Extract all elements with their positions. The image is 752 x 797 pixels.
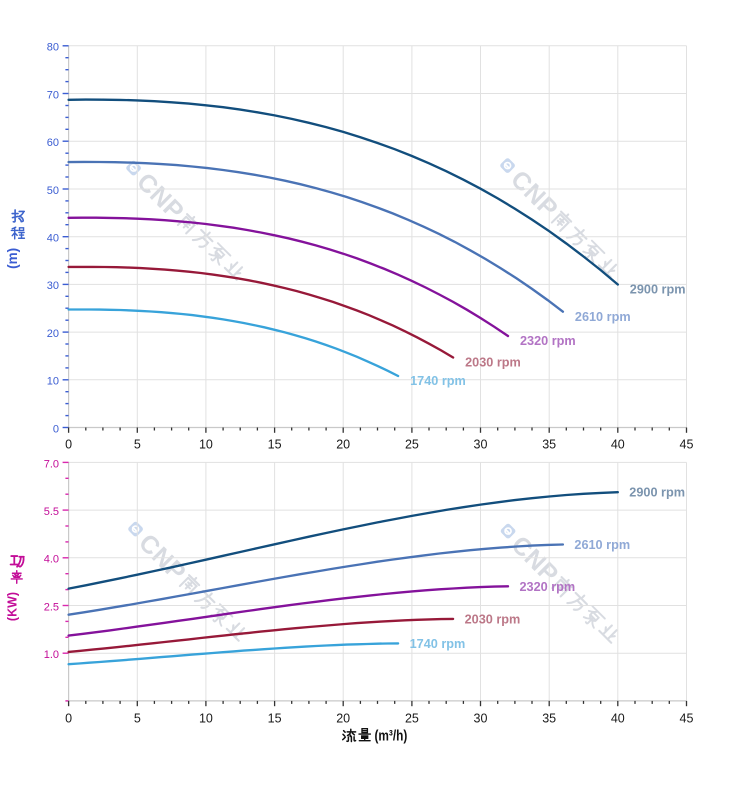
svg-text:25: 25 <box>405 438 419 452</box>
svg-text:60: 60 <box>47 137 59 149</box>
svg-text:40: 40 <box>611 711 625 725</box>
svg-text:15: 15 <box>268 438 282 452</box>
svg-text:0: 0 <box>65 711 72 725</box>
svg-text:35: 35 <box>542 711 556 725</box>
svg-text:(m³/h): (m³/h) <box>374 727 407 744</box>
svg-text:30: 30 <box>474 438 488 452</box>
svg-text:20: 20 <box>336 438 350 452</box>
svg-text:35: 35 <box>542 438 556 452</box>
svg-text:2.5: 2.5 <box>44 601 59 613</box>
svg-text:20: 20 <box>336 711 350 725</box>
svg-text:2900 rpm: 2900 rpm <box>629 486 685 500</box>
svg-text:15: 15 <box>268 711 282 725</box>
svg-text:70: 70 <box>47 89 59 101</box>
svg-text:2900 rpm: 2900 rpm <box>630 283 686 297</box>
svg-text:40: 40 <box>47 233 59 245</box>
svg-text:45: 45 <box>680 438 694 452</box>
svg-text:5: 5 <box>134 438 141 452</box>
svg-text:2320 rpm: 2320 rpm <box>520 334 576 348</box>
svg-text:10: 10 <box>47 376 59 388</box>
svg-text:(m): (m) <box>5 248 20 269</box>
svg-text:1740 rpm: 1740 rpm <box>410 374 466 388</box>
svg-text:0: 0 <box>53 423 59 435</box>
svg-text:5: 5 <box>134 711 141 725</box>
svg-text:5.5: 5.5 <box>44 506 59 518</box>
svg-text:40: 40 <box>611 438 625 452</box>
svg-text:10: 10 <box>199 711 213 725</box>
svg-text:45: 45 <box>680 711 694 725</box>
svg-text:2610 rpm: 2610 rpm <box>574 538 630 552</box>
svg-text:4.0: 4.0 <box>44 554 59 566</box>
svg-text:30: 30 <box>474 711 488 725</box>
svg-text:1740 rpm: 1740 rpm <box>410 637 466 651</box>
svg-text:2320 rpm: 2320 rpm <box>520 580 576 594</box>
svg-text:2030 rpm: 2030 rpm <box>465 612 521 626</box>
svg-text:(KW): (KW) <box>6 592 20 621</box>
svg-text:2030 rpm: 2030 rpm <box>465 356 521 370</box>
svg-text:1.0: 1.0 <box>44 649 59 661</box>
svg-text:30: 30 <box>47 280 59 292</box>
svg-text:50: 50 <box>47 185 59 197</box>
svg-text:10: 10 <box>199 438 213 452</box>
svg-text:20: 20 <box>47 328 59 340</box>
svg-text:80: 80 <box>47 42 59 54</box>
svg-text:25: 25 <box>405 711 419 725</box>
svg-text:7.0: 7.0 <box>44 458 59 470</box>
svg-text:0: 0 <box>65 438 72 452</box>
svg-text:2610 rpm: 2610 rpm <box>575 310 631 324</box>
